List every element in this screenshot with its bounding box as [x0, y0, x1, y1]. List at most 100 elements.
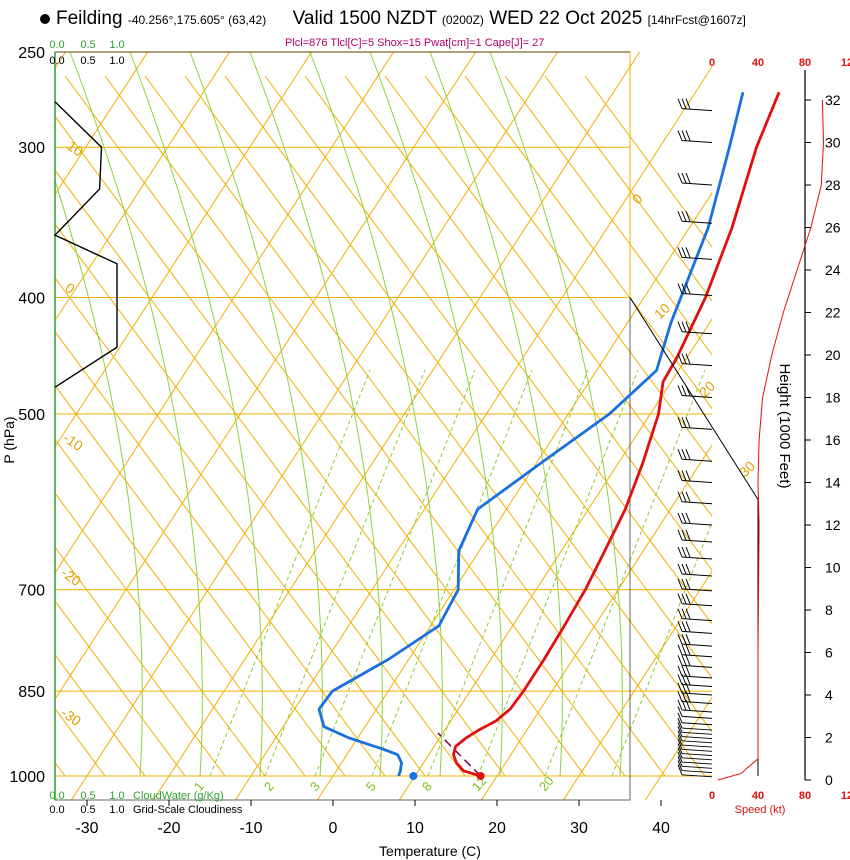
wind-barb-flag — [677, 283, 683, 294]
height-tick-label: 4 — [825, 687, 833, 703]
height-tick-label: 8 — [825, 602, 833, 618]
wind-barb-flag — [677, 385, 683, 396]
wind-barb — [681, 539, 713, 543]
y-tick-label: 1000 — [9, 769, 45, 786]
wind-barb-flag — [681, 655, 687, 666]
wind-barb — [681, 140, 713, 143]
speed-top-tick: 120 — [841, 57, 850, 69]
dewpoint-profile — [317, 91, 745, 777]
wind-barb-flag — [677, 734, 683, 746]
mixing-ratio-line — [611, 369, 712, 777]
isotherm — [55, 52, 149, 800]
wind-barb-flag — [681, 608, 687, 619]
x-tick-label: 20 — [488, 820, 506, 837]
wind-barb — [681, 256, 713, 260]
cloudiness-top-tick: 0.0 — [49, 55, 64, 67]
wind-barb — [681, 108, 713, 112]
wind-barb — [681, 603, 713, 607]
dry-adiabat — [55, 75, 466, 777]
wind-barb-flag — [677, 674, 683, 685]
isotherm-label: 10 — [651, 300, 673, 322]
dry-adiabat — [504, 75, 712, 777]
dry-adiabat — [184, 75, 706, 777]
y-tick-label: 500 — [18, 407, 45, 424]
cloudwater-bottom-tick: 0.5 — [80, 790, 95, 802]
wind-barb — [681, 774, 713, 778]
isotherm — [152, 52, 641, 800]
wind-barb-flag — [685, 665, 691, 677]
x-tick-label: 0 — [329, 820, 338, 837]
wind-barb-flag — [677, 756, 683, 767]
wind-barb-flag — [677, 512, 683, 524]
wind-barb — [681, 722, 713, 726]
cloudwater-axis-title: CloudWater (g/Kg) — [133, 790, 224, 802]
isotherm-label: -20 — [58, 564, 84, 589]
isotherm — [398, 52, 712, 800]
wind-barb — [681, 744, 713, 748]
wind-barb-flag — [677, 321, 683, 332]
dry-adiabat — [384, 75, 712, 777]
dry-adiabat — [584, 75, 712, 777]
height-tick-label: 10 — [825, 560, 841, 576]
wind-barb — [681, 588, 713, 592]
dry-adiabat — [264, 75, 712, 777]
speed-bottom-tick: 0 — [709, 790, 715, 802]
wind-barb-flag — [677, 743, 683, 754]
isotherm — [55, 52, 395, 800]
isotherm-label: 10 — [64, 137, 86, 159]
moist-adiabat — [129, 52, 263, 777]
wind-barb-flag — [681, 512, 687, 524]
mixing-ratio-label: 2 — [261, 779, 277, 794]
wind-barb-flag — [685, 563, 691, 575]
wind-barb-flag — [681, 546, 687, 558]
wind-barb — [681, 770, 713, 774]
wind-barb-flag — [685, 608, 691, 619]
isotherm-label: 0 — [629, 190, 646, 207]
wind-barb-flag — [685, 470, 691, 481]
wind-barb-flag — [677, 449, 683, 460]
y-tick-label: 400 — [18, 290, 45, 307]
moist-adiabat — [489, 52, 623, 777]
wind-barb-flag — [681, 211, 687, 222]
height-tick-label: 16 — [825, 432, 841, 448]
isotherm — [562, 52, 712, 800]
stability-indices: Plcl=876 Tlcl[C]=5 Shox=15 Pwat[cm]=1 Ca… — [285, 37, 545, 49]
wind-barb — [681, 740, 713, 744]
wind-barb — [681, 715, 713, 719]
wind-barb-flag — [677, 491, 683, 502]
plot-frame — [54, 51, 631, 801]
mixing-ratio-line — [371, 369, 533, 777]
wind-barb — [681, 182, 713, 186]
wind-barb-flag — [681, 130, 687, 141]
cloudiness-bottom-tick: 0.5 — [80, 804, 95, 816]
dry-adiabat — [144, 75, 666, 777]
x-tick-label: 30 — [570, 820, 588, 837]
y-tick-label: 250 — [18, 45, 45, 62]
cloudwater-bottom-tick: 1.0 — [109, 790, 124, 802]
dry-adiabat — [55, 75, 266, 777]
height-tick-label: 32 — [825, 92, 841, 108]
cloudiness-top-tick: 1.0 — [109, 55, 124, 67]
wind-barb-flag — [677, 529, 683, 541]
wind-barb-flag — [681, 665, 687, 677]
wind-barb-flag — [685, 449, 691, 460]
height-tick-label: 22 — [825, 305, 841, 321]
wind-barb-flag — [677, 563, 683, 575]
wind-barb-flag — [677, 665, 683, 677]
wind-barb-flag — [677, 130, 683, 141]
speed-bottom-tick: 120 — [841, 790, 850, 802]
dry-adiabat — [55, 75, 426, 777]
wind-barb-flag — [685, 529, 691, 541]
dry-adiabat — [55, 75, 386, 777]
mixing-ratio-line — [477, 369, 639, 777]
wind-barb — [681, 748, 713, 752]
utc-time: (0200Z) — [441, 13, 484, 27]
wind-barb — [681, 709, 713, 713]
wind-barb-flag — [677, 726, 683, 737]
wind-barb — [681, 701, 713, 704]
wind-barb-flag — [681, 470, 687, 481]
station-coords: -40.256°,175.605° (63,42) — [127, 13, 267, 27]
wind-barb-flag — [677, 353, 683, 364]
speed-bottom-tick: 40 — [752, 790, 764, 802]
chart-title: Feilding -40.256°,175.605° (63,42) Valid… — [40, 8, 746, 30]
